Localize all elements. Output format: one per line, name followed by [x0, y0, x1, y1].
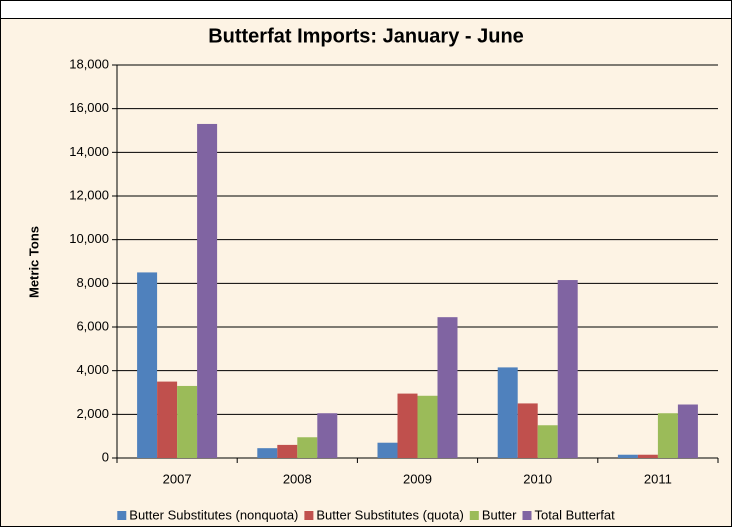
bar [137, 272, 158, 458]
y-tick-label: 12,000 [69, 187, 109, 202]
legend-label: Butter Substitutes (quota) [316, 507, 463, 522]
chart-area [0, 18, 732, 527]
legend-label: Butter Substitutes (nonquota) [129, 507, 298, 522]
y-tick-label: 16,000 [69, 100, 109, 115]
bar [297, 437, 318, 458]
legend-swatch [469, 511, 479, 520]
bar [377, 442, 398, 458]
bar [257, 448, 278, 458]
chart-title: Butterfat Imports: January - June [208, 25, 524, 47]
bar [537, 425, 558, 458]
bar [417, 395, 438, 458]
legend-label: Butter [482, 507, 517, 522]
bar [197, 123, 218, 458]
bar [657, 413, 678, 458]
y-tick-label: 0 [102, 449, 109, 464]
x-tick-label: 2007 [163, 471, 192, 486]
x-tick-label: 2008 [283, 471, 312, 486]
legend-swatch [304, 511, 314, 520]
bar [157, 381, 178, 458]
y-tick-label: 6,000 [76, 318, 109, 333]
bar [637, 454, 658, 458]
bar [317, 413, 338, 458]
legend-swatch [117, 511, 127, 520]
bar [497, 367, 518, 458]
top-strip [0, 0, 732, 19]
x-tick-label: 2010 [523, 471, 552, 486]
y-axis-title: Metric Tons [26, 226, 41, 298]
y-tick-label: 8,000 [76, 275, 109, 290]
bar [397, 393, 418, 458]
bar [177, 385, 198, 458]
y-tick-label: 2,000 [76, 406, 109, 421]
x-tick-label: 2009 [403, 471, 432, 486]
y-tick-label: 14,000 [69, 144, 109, 159]
bar [437, 317, 458, 458]
y-tick-label: 10,000 [69, 231, 109, 246]
legend-swatch [522, 511, 532, 520]
x-tick-label: 2011 [644, 471, 672, 486]
legend-label: Total Butterfat [535, 507, 616, 522]
bar [677, 404, 698, 458]
bar [277, 444, 298, 458]
bar [557, 280, 578, 458]
y-tick-label: 4,000 [76, 362, 109, 377]
bar [617, 454, 638, 458]
y-tick-label: 18,000 [69, 56, 109, 71]
bar [517, 403, 538, 458]
